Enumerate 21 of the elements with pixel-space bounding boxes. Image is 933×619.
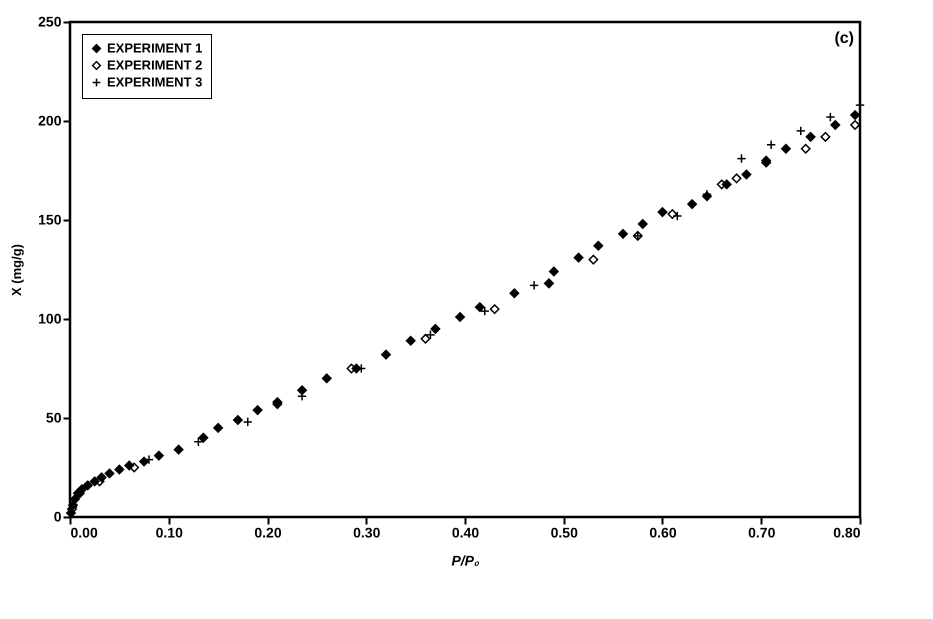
- x-tick-label: 0.70: [748, 524, 776, 540]
- annotation: (c): [834, 30, 854, 47]
- x-tick-label: 0.40: [452, 524, 480, 540]
- legend-label: EXPERIMENT 2: [107, 58, 202, 72]
- legend-label: EXPERIMENT 1: [107, 40, 202, 56]
- y-tick-label: 50: [46, 410, 62, 426]
- y-tick-label: 150: [38, 212, 62, 228]
- legend-label: EXPERIMENT 3: [107, 74, 202, 90]
- x-tick-label: 0.00: [70, 524, 98, 540]
- x-tick-label: 0.10: [156, 524, 184, 540]
- x-tick-label: 0.30: [353, 524, 381, 540]
- x-axis-title: P/P₀: [451, 552, 480, 568]
- x-tick-label: 0.20: [254, 524, 282, 540]
- x-tick-label: 0.50: [550, 524, 578, 540]
- y-axis-title: X (mg/g): [9, 244, 24, 296]
- y-tick-label: 200: [38, 112, 62, 128]
- x-tick-label: 0.80: [833, 524, 861, 540]
- y-tick-label: 250: [38, 14, 62, 30]
- y-tick-label: 100: [38, 310, 62, 326]
- y-tick-label: 0: [54, 508, 62, 524]
- x-tick-label: 0.60: [649, 524, 677, 540]
